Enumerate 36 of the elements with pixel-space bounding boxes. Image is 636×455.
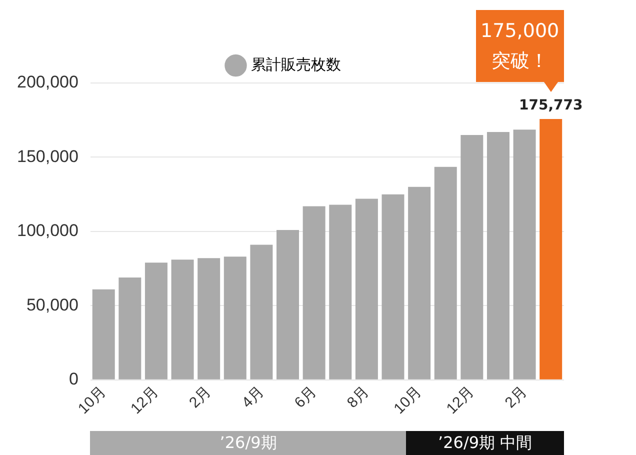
y-tick-label: 100,000 bbox=[17, 221, 78, 240]
bar bbox=[302, 206, 326, 380]
bar bbox=[224, 256, 246, 380]
bar bbox=[92, 289, 115, 380]
bar bbox=[382, 194, 404, 380]
bar bbox=[276, 230, 300, 380]
x-tick-label: 12月 bbox=[128, 382, 162, 418]
x-tick-label: 2月 bbox=[186, 382, 215, 412]
x-tick-label: 10月 bbox=[390, 382, 426, 418]
bar bbox=[198, 258, 220, 380]
bar bbox=[329, 204, 352, 380]
bar bbox=[513, 130, 536, 380]
data-label: 175,773 bbox=[518, 98, 583, 114]
y-tick-label: 150,000 bbox=[17, 146, 78, 166]
text: ’26/9期 中間 bbox=[406, 431, 564, 455]
x-tick-label: 4月 bbox=[238, 382, 268, 412]
legend-label: 累計販売枚数 bbox=[250, 55, 341, 74]
x-tick-label: 6月 bbox=[291, 382, 320, 412]
bar bbox=[460, 134, 484, 380]
bar bbox=[434, 166, 457, 380]
bar bbox=[171, 260, 194, 380]
y-tick-label: 50,000 bbox=[26, 295, 78, 314]
bar bbox=[144, 262, 168, 380]
x-tick-label: 12月 bbox=[443, 382, 478, 418]
bar bbox=[118, 277, 142, 380]
y-tick-label: 0 bbox=[68, 370, 78, 389]
bar bbox=[408, 186, 431, 380]
y-tick-label: 200,000 bbox=[17, 72, 78, 92]
bar bbox=[250, 244, 273, 380]
text: 175,000 突破！ bbox=[476, 10, 564, 82]
bar bbox=[486, 132, 510, 380]
x-tick-label: 8月 bbox=[344, 382, 372, 412]
bar bbox=[540, 118, 562, 380]
text: ’26/9期 bbox=[90, 431, 406, 455]
bar bbox=[355, 198, 378, 380]
x-tick-label: 2月 bbox=[502, 382, 530, 412]
